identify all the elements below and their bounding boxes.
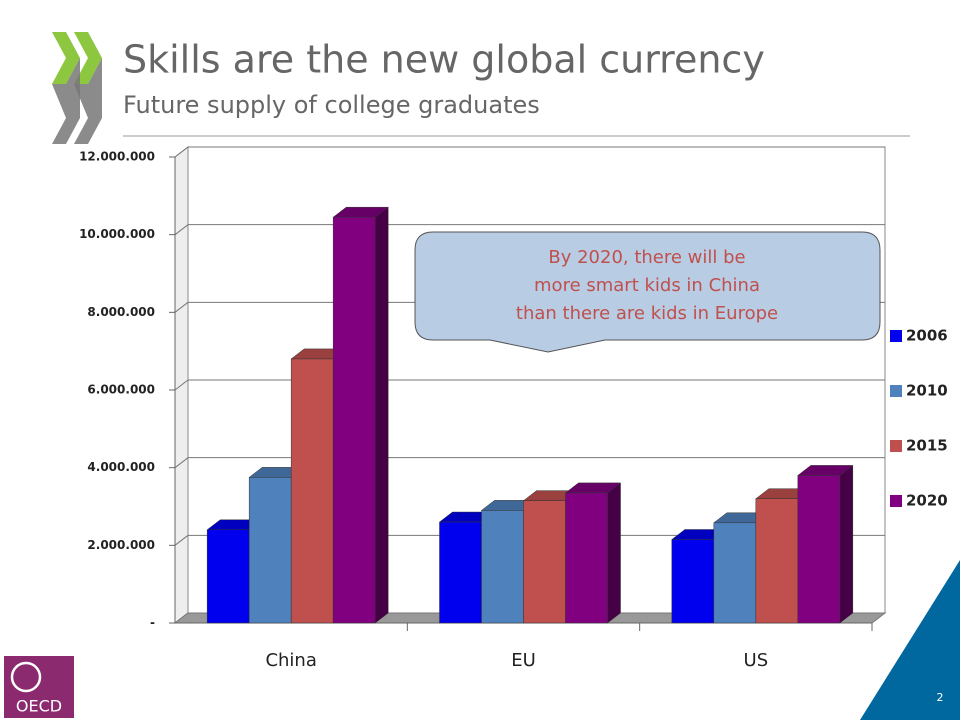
bar <box>523 500 566 624</box>
page-number: 2 <box>937 691 944 704</box>
bar <box>481 510 524 624</box>
bar <box>565 492 608 624</box>
y-tick-label: - <box>150 616 155 630</box>
bar <box>755 498 799 624</box>
legend-swatch <box>890 495 902 507</box>
slide-title: Skills are the new global currency <box>123 38 765 82</box>
bar-side <box>374 206 389 624</box>
grid-line <box>174 379 189 391</box>
x-tick-label: China <box>265 650 316 671</box>
callout-text: more smart kids in China <box>534 275 760 296</box>
y-tick-label: 8.000.000 <box>87 305 155 319</box>
legend-label: 2020 <box>906 492 948 510</box>
chevron-shadow <box>74 58 102 144</box>
bar <box>671 539 715 624</box>
bar <box>290 358 334 624</box>
bar-side <box>607 482 621 624</box>
x-tick-label: EU <box>511 650 536 671</box>
y-tick-label: 10.000.000 <box>79 227 155 241</box>
callout <box>414 231 881 353</box>
chart: - 2.000.000 4.000.000 6.000.000 8.000.000 10.… <box>79 145 948 671</box>
y-tick-label: 6.000.000 <box>87 383 155 397</box>
y-tick-label: 2.000.000 <box>87 538 155 552</box>
y-tick-label: 12.000.000 <box>79 150 155 164</box>
slide-subtitle: Future supply of college graduates <box>123 91 540 119</box>
bar <box>332 216 376 624</box>
chevron-shadow <box>52 58 80 144</box>
corner-triangle <box>860 560 960 720</box>
legend-label: 2006 <box>906 327 948 345</box>
bar <box>713 522 757 624</box>
logo-text: OECD <box>16 697 62 716</box>
legend-label: 2015 <box>906 437 948 455</box>
legend-swatch <box>890 440 902 452</box>
logo-globe <box>10 661 42 693</box>
bar <box>797 475 841 624</box>
grid-line <box>174 146 189 158</box>
callout-text: than there are kids in Europe <box>516 303 778 324</box>
bar-side <box>839 464 854 624</box>
bar <box>248 477 292 624</box>
grid-line <box>174 224 189 236</box>
x-tick-label: US <box>744 650 769 671</box>
legend-swatch <box>890 385 902 397</box>
grid-line <box>174 457 189 469</box>
legend-label: 2010 <box>906 382 948 400</box>
bar <box>206 529 250 624</box>
callout-text: By 2020, there will be <box>548 247 745 268</box>
legend-swatch <box>890 330 902 342</box>
grid-line <box>174 301 189 313</box>
grid-line <box>174 534 189 546</box>
bar <box>439 521 482 624</box>
y-tick-label: 4.000.000 <box>87 460 155 474</box>
